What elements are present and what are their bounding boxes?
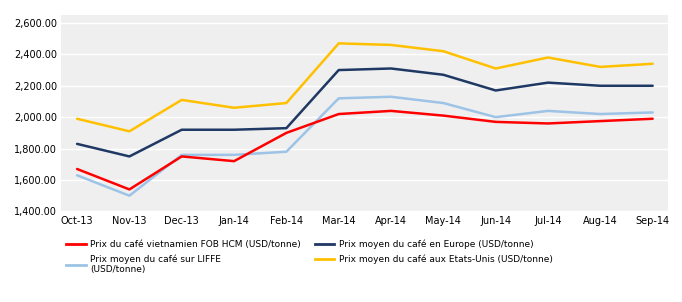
Legend: Prix du café vietnamien FOB HCM (USD/tonne), Prix moyen du café sur LIFFE
(USD/t: Prix du café vietnamien FOB HCM (USD/ton… (66, 239, 553, 274)
